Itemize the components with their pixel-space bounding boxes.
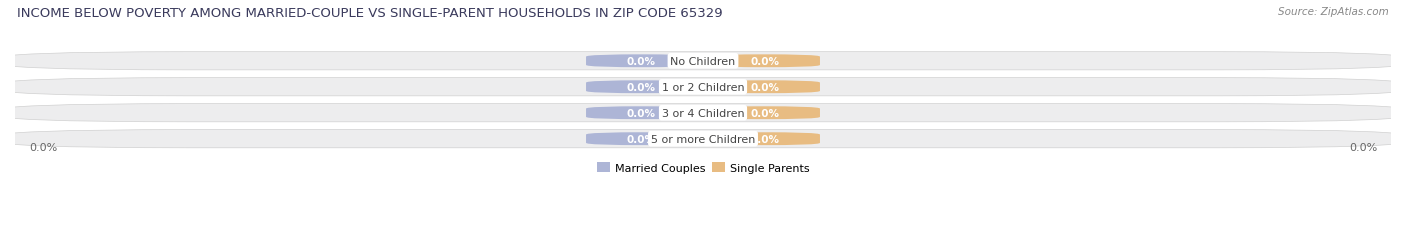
Text: 0.0%: 0.0% (751, 57, 779, 67)
FancyBboxPatch shape (0, 104, 1406, 122)
Text: 3 or 4 Children: 3 or 4 Children (662, 108, 744, 118)
FancyBboxPatch shape (586, 107, 696, 120)
Text: 0.0%: 0.0% (1348, 143, 1378, 152)
Text: 0.0%: 0.0% (627, 57, 655, 67)
Text: 1 or 2 Children: 1 or 2 Children (662, 82, 744, 92)
FancyBboxPatch shape (0, 130, 1406, 148)
Text: INCOME BELOW POVERTY AMONG MARRIED-COUPLE VS SINGLE-PARENT HOUSEHOLDS IN ZIP COD: INCOME BELOW POVERTY AMONG MARRIED-COUPL… (17, 7, 723, 20)
Text: 0.0%: 0.0% (627, 134, 655, 144)
Text: 5 or more Children: 5 or more Children (651, 134, 755, 144)
Text: 0.0%: 0.0% (627, 82, 655, 92)
Text: Source: ZipAtlas.com: Source: ZipAtlas.com (1278, 7, 1389, 17)
Text: 0.0%: 0.0% (751, 82, 779, 92)
FancyBboxPatch shape (0, 78, 1406, 96)
FancyBboxPatch shape (0, 52, 1406, 70)
FancyBboxPatch shape (586, 133, 696, 146)
Text: 0.0%: 0.0% (28, 143, 58, 152)
FancyBboxPatch shape (586, 81, 696, 94)
Legend: Married Couples, Single Parents: Married Couples, Single Parents (592, 158, 814, 177)
FancyBboxPatch shape (586, 55, 696, 68)
FancyBboxPatch shape (710, 133, 820, 146)
Text: No Children: No Children (671, 57, 735, 67)
FancyBboxPatch shape (710, 81, 820, 94)
FancyBboxPatch shape (710, 107, 820, 120)
Text: 0.0%: 0.0% (751, 134, 779, 144)
FancyBboxPatch shape (710, 55, 820, 68)
Text: 0.0%: 0.0% (751, 108, 779, 118)
Text: 0.0%: 0.0% (627, 108, 655, 118)
